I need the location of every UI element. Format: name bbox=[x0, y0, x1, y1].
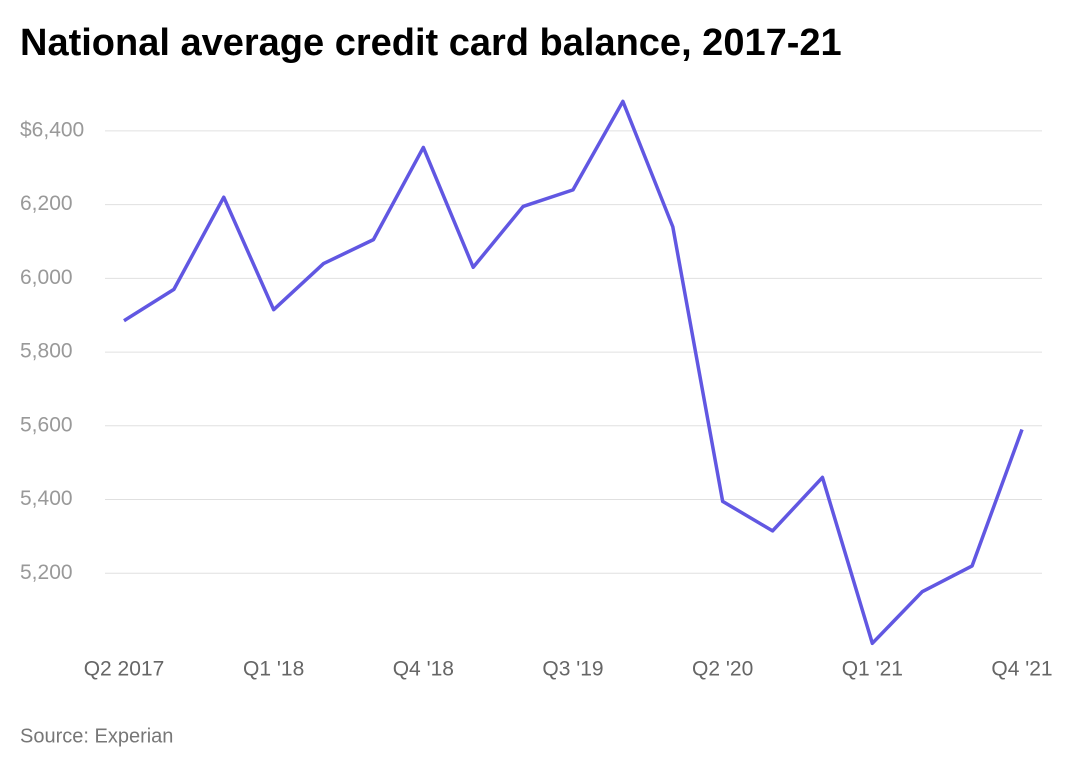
y-tick-label: 5,200 bbox=[20, 561, 73, 584]
y-tick-label: $6,400 bbox=[20, 118, 84, 141]
x-tick-label: Q1 '21 bbox=[842, 658, 903, 681]
y-tick-label: 5,600 bbox=[20, 413, 73, 436]
y-tick-label: 5,800 bbox=[20, 340, 73, 363]
x-tick-label: Q4 '21 bbox=[991, 658, 1052, 681]
y-tick-label: 6,000 bbox=[20, 266, 73, 289]
y-tick-label: 6,200 bbox=[20, 192, 73, 215]
data-line bbox=[123, 99, 1024, 646]
x-tick-label: Q2 2017 bbox=[84, 658, 165, 681]
chart-title: National average credit card balance, 20… bbox=[20, 22, 842, 64]
x-tick-label: Q4 '18 bbox=[393, 658, 454, 681]
x-tick-label: Q1 '18 bbox=[243, 658, 304, 681]
y-tick-label: 5,400 bbox=[20, 487, 73, 510]
source: Source: Experian bbox=[20, 725, 173, 747]
x-tick-label: Q3 '19 bbox=[542, 658, 603, 681]
x-tick-label: Q2 '20 bbox=[692, 658, 753, 681]
